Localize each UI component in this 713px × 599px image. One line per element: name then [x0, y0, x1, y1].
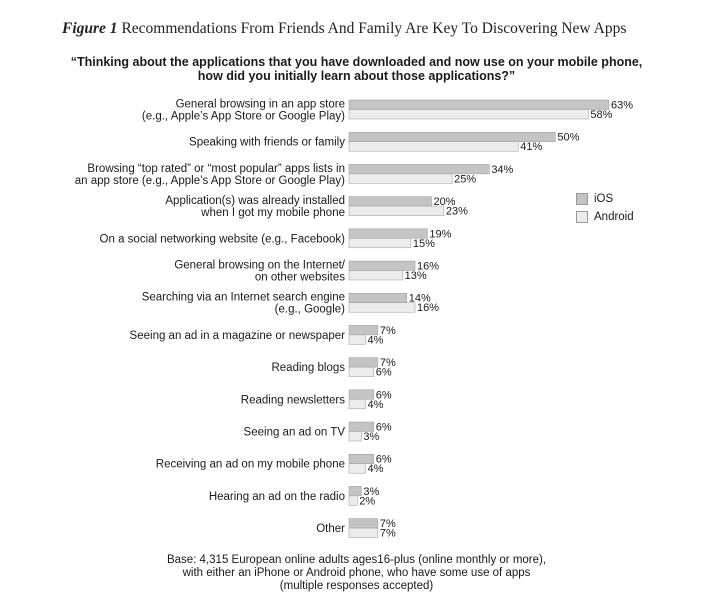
data-label: 50% [557, 132, 579, 144]
category-label: Hearing an ad on the radio [209, 491, 345, 503]
data-label: 3% [363, 486, 379, 498]
legend-item-ios: iOS [576, 191, 634, 207]
question-line-2: how did you initially learn about those … [197, 69, 516, 83]
bar-android [348, 270, 403, 281]
data-label: 2% [359, 495, 375, 507]
data-label: 4% [368, 463, 384, 475]
bar-android [348, 205, 445, 216]
category-label: Searching via an Internet search engine [142, 292, 345, 304]
figure-title: Figure 1 Recommendations From Friends An… [62, 20, 626, 38]
category-label: Speaking with friends or family [189, 137, 345, 149]
bar-android [348, 527, 379, 538]
data-label: 7% [380, 528, 396, 540]
bar-android [348, 399, 366, 410]
bar-android [348, 463, 366, 474]
bar-android [348, 366, 375, 377]
legend-item-android: Android [576, 209, 634, 225]
category-label: when I got my mobile phone [200, 207, 345, 219]
category-label: Seeing an ad on TV [244, 427, 346, 439]
question-line-1: “Thinking about the applications that yo… [70, 55, 643, 69]
data-label: 6% [376, 389, 392, 401]
bar-ios [348, 292, 408, 303]
category-label: on other websites [255, 272, 345, 284]
footnote-line-2: with either an iPhone or Android phone, … [182, 567, 531, 579]
data-label: 7% [380, 325, 396, 337]
data-label: 4% [368, 334, 384, 346]
data-label: 14% [409, 293, 431, 305]
legend-label-android: Android [594, 211, 634, 223]
bar-android [348, 495, 358, 506]
category-label: Reading newsletters [241, 394, 345, 406]
category-label: Reading blogs [271, 362, 345, 374]
bar-android [348, 302, 416, 313]
data-label: 6% [376, 422, 392, 434]
data-label: 63% [611, 100, 633, 112]
data-label: 6% [376, 367, 392, 379]
data-label: 7% [380, 518, 396, 530]
data-label: 16% [417, 261, 439, 273]
data-label: 16% [417, 302, 439, 314]
category-label: On a social networking website (e.g., Fa… [100, 233, 346, 245]
data-label: 58% [590, 109, 612, 121]
chart-question: “Thinking about the applications that yo… [0, 55, 713, 83]
category-label: Application(s) was already installed [165, 195, 345, 207]
legend-swatch-ios [576, 193, 588, 205]
category-label: Browsing “top rated” or “most popular” a… [87, 163, 345, 175]
data-label: 23% [446, 206, 468, 218]
legend-swatch-android [576, 211, 588, 223]
bar-android [348, 109, 589, 120]
chart-legend: iOS Android [576, 191, 634, 227]
bar-ios [348, 357, 379, 368]
category-label: General browsing in an app store [176, 99, 345, 111]
data-label: 15% [413, 238, 435, 250]
data-label: 34% [491, 164, 513, 176]
bar-ios [348, 196, 432, 207]
bar-android [348, 431, 362, 442]
category-label: Seeing an ad in a magazine or newspaper [130, 330, 346, 342]
bar-android [348, 173, 453, 184]
footnote-line-1: Base: 4,315 European online adults ages1… [166, 554, 547, 566]
figure-title-text: Recommendations From Friends And Family … [121, 20, 627, 37]
category-label: Receiving an ad on my mobile phone [156, 459, 345, 471]
figure-label: Figure 1 [62, 20, 118, 37]
data-label: 19% [429, 228, 451, 240]
chart-footnote: Base: 4,315 European online adults ages1… [0, 554, 713, 593]
category-label: an app store (e.g., Apple’s App Store or… [75, 175, 345, 187]
data-label: 4% [368, 399, 384, 411]
data-label: 25% [454, 173, 476, 185]
category-label: (e.g., Google) [275, 304, 345, 316]
data-label: 41% [520, 141, 542, 153]
data-label: 7% [380, 357, 396, 369]
bar-android [348, 334, 366, 345]
footnote-line-3: (multiple responses accepted) [279, 580, 434, 592]
bar-ios [348, 518, 379, 529]
bar-ios [348, 99, 610, 110]
category-label: Other [316, 523, 345, 535]
bar-android [348, 238, 412, 249]
data-label: 6% [376, 454, 392, 466]
data-label: 3% [363, 431, 379, 443]
data-label: 20% [434, 196, 456, 208]
category-label: (e.g., Apple’s App Store or Google Play) [142, 111, 345, 123]
bar-android [348, 141, 519, 152]
category-label: General browsing on the Internet/ [174, 260, 345, 272]
legend-label-ios: iOS [594, 193, 614, 205]
data-label: 13% [405, 270, 427, 282]
